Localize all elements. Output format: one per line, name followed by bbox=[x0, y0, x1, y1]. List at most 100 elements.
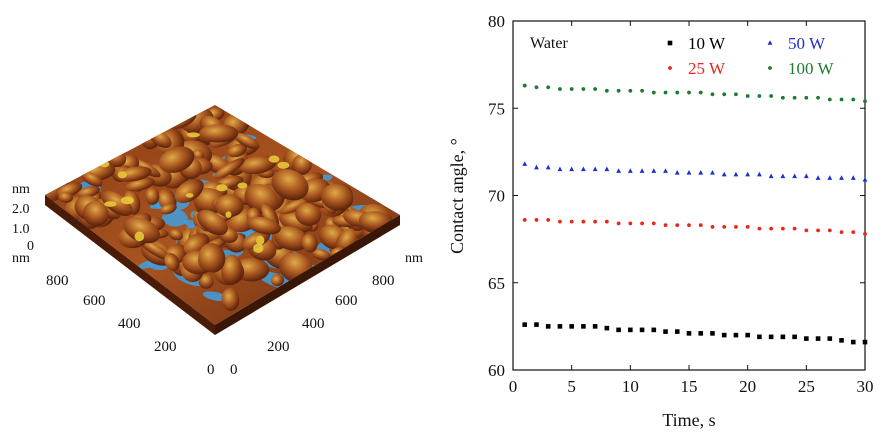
data-point bbox=[698, 90, 703, 95]
x-tick-label: 10 bbox=[622, 377, 639, 396]
data-point bbox=[593, 87, 598, 91]
data-point bbox=[863, 231, 867, 236]
data-point bbox=[710, 170, 715, 175]
data-point bbox=[827, 228, 832, 233]
data-point bbox=[534, 218, 539, 222]
data-point bbox=[592, 166, 598, 172]
data-point bbox=[522, 161, 528, 166]
data-point bbox=[850, 175, 856, 180]
y-tick-label: 75 bbox=[488, 99, 505, 118]
data-point bbox=[557, 166, 563, 172]
data-point bbox=[734, 92, 738, 97]
data-point bbox=[698, 331, 704, 336]
data-point bbox=[827, 336, 833, 341]
afm-surface-front-left bbox=[45, 195, 215, 335]
legend-marker bbox=[767, 40, 773, 45]
data-point bbox=[745, 332, 750, 338]
data-point bbox=[722, 225, 727, 229]
data-point bbox=[640, 88, 644, 93]
data-point bbox=[815, 175, 821, 180]
data-point bbox=[546, 218, 551, 222]
afm-right-tick: 600 bbox=[335, 293, 358, 309]
data-point bbox=[557, 324, 563, 329]
chart-annotation: Water bbox=[530, 35, 568, 52]
data-point bbox=[651, 90, 656, 95]
data-point bbox=[675, 90, 680, 95]
data-point bbox=[687, 90, 691, 95]
data-point bbox=[780, 95, 785, 100]
afm-surface-image bbox=[45, 105, 400, 335]
data-point bbox=[663, 223, 668, 228]
data-point bbox=[663, 90, 668, 95]
data-point bbox=[604, 166, 610, 172]
data-point bbox=[827, 175, 833, 180]
data-point bbox=[816, 95, 820, 100]
data-point bbox=[534, 164, 539, 170]
x-tick-label: 0 bbox=[509, 377, 518, 396]
afm-z-axis: nm 2.0 1.0 0 nm bbox=[12, 182, 34, 266]
data-point bbox=[651, 168, 657, 173]
data-point bbox=[839, 175, 844, 180]
series-10-w bbox=[522, 322, 868, 345]
afm-left-tick: 0 bbox=[207, 362, 215, 378]
data-point bbox=[839, 230, 844, 235]
afm-panel: nm 2.0 1.0 0 nm 800 600 400 200 0 nm 800… bbox=[12, 105, 423, 378]
data-point bbox=[616, 221, 621, 226]
data-point bbox=[721, 332, 727, 338]
contact-angle-chart: 0 5 10 15 20 25 30 60 65 70 75 80 Time, s Contact … bbox=[447, 12, 874, 430]
data-point bbox=[827, 97, 832, 102]
data-point bbox=[769, 226, 774, 231]
x-axis: 0 5 10 15 20 25 30 bbox=[509, 21, 874, 396]
legend-item: 10 W bbox=[667, 34, 726, 53]
data-point bbox=[698, 170, 704, 175]
data-point bbox=[639, 168, 645, 173]
afm-y-unit: nm bbox=[405, 251, 423, 266]
x-axis-label: Time, s bbox=[662, 410, 715, 430]
data-point bbox=[604, 88, 609, 93]
data-point bbox=[710, 331, 715, 336]
data-point bbox=[792, 173, 797, 179]
afm-surface-front-right bbox=[215, 215, 400, 335]
data-point bbox=[674, 170, 680, 175]
afm-surface-texture bbox=[45, 105, 399, 311]
data-point bbox=[745, 171, 751, 177]
data-point bbox=[804, 95, 809, 100]
data-point bbox=[534, 322, 539, 327]
legend-label: 50 W bbox=[788, 34, 826, 53]
series-25-w bbox=[522, 218, 867, 236]
data-point bbox=[686, 170, 692, 175]
data-point bbox=[569, 219, 574, 224]
legend-label: 25 W bbox=[688, 59, 726, 78]
afm-x-unit: nm bbox=[12, 251, 30, 266]
legend: 10 W 50 W 25 W 100 W bbox=[667, 34, 834, 78]
afm-left-tick: 600 bbox=[83, 293, 106, 309]
data-point bbox=[675, 223, 680, 228]
data-point bbox=[534, 85, 539, 90]
data-point bbox=[698, 223, 703, 228]
data-point bbox=[722, 92, 727, 97]
data-point bbox=[545, 324, 551, 329]
y-tick-label: 65 bbox=[488, 274, 505, 293]
data-point bbox=[581, 87, 586, 91]
data-point bbox=[769, 94, 774, 98]
afm-right-tick: 200 bbox=[267, 339, 290, 355]
data-point bbox=[674, 329, 680, 334]
data-point bbox=[639, 327, 645, 333]
y-axis-label: Contact angle, ° bbox=[447, 138, 467, 254]
data-point bbox=[522, 322, 528, 327]
data-point bbox=[862, 176, 868, 182]
data-point bbox=[558, 87, 562, 91]
data-point bbox=[651, 221, 656, 226]
data-point bbox=[592, 324, 598, 329]
data-point bbox=[628, 221, 633, 226]
y-tick-label: 70 bbox=[488, 187, 505, 206]
data-point bbox=[710, 225, 715, 229]
data-point bbox=[757, 94, 762, 98]
afm-z-unit: nm bbox=[12, 182, 30, 197]
x-tick-label: 15 bbox=[681, 377, 698, 396]
legend-item: 50 W bbox=[767, 34, 826, 53]
afm-left-axis: 800 600 400 200 0 bbox=[46, 273, 215, 378]
data-point bbox=[745, 94, 750, 98]
data-point bbox=[816, 228, 820, 233]
data-point bbox=[780, 226, 785, 231]
